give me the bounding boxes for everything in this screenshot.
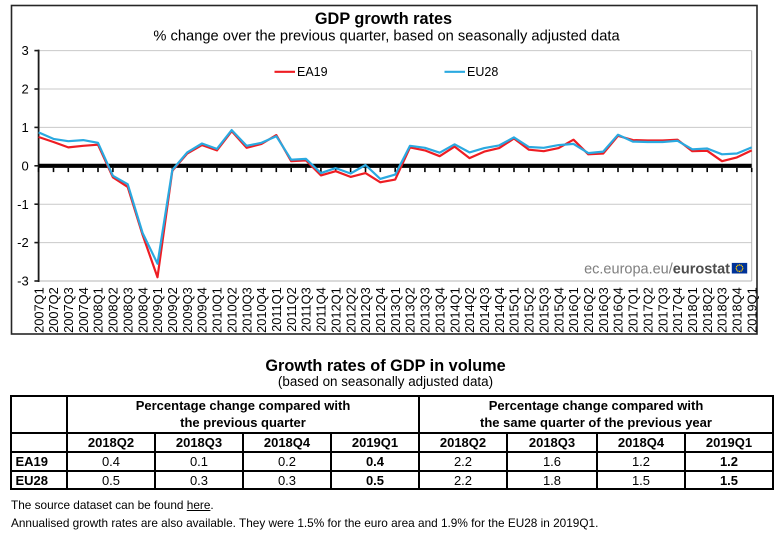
svg-text:2016Q2: 2016Q2	[581, 287, 596, 333]
svg-text:2018Q3: 2018Q3	[715, 287, 730, 333]
svg-text:2011Q4: 2011Q4	[314, 287, 329, 332]
svg-text:2010Q4: 2010Q4	[254, 287, 269, 333]
svg-text:EU28: EU28	[467, 65, 498, 79]
svg-text:2010Q3: 2010Q3	[239, 287, 254, 333]
svg-text:2007Q4: 2007Q4	[76, 287, 91, 333]
svg-text:2012Q4: 2012Q4	[373, 287, 388, 333]
svg-text:2017Q1: 2017Q1	[626, 287, 641, 333]
svg-text:ec.europa.eu/eurostat: ec.europa.eu/eurostat	[584, 262, 730, 278]
svg-text:2009Q1: 2009Q1	[150, 287, 165, 333]
svg-text:2013Q2: 2013Q2	[403, 287, 418, 333]
svg-text:1: 1	[21, 120, 28, 135]
svg-text:2018Q2: 2018Q2	[700, 287, 715, 333]
svg-text:2008Q4: 2008Q4	[135, 287, 150, 333]
svg-text:2019Q1: 2019Q1	[744, 287, 759, 333]
svg-text:GDP growth rates: GDP growth rates	[315, 10, 452, 28]
svg-text:2015Q3: 2015Q3	[536, 287, 551, 333]
svg-text:2014Q2: 2014Q2	[462, 287, 477, 333]
svg-text:2008Q2: 2008Q2	[106, 287, 121, 333]
svg-text:-3: -3	[17, 274, 29, 289]
svg-text:2: 2	[21, 82, 28, 97]
svg-text:2007Q3: 2007Q3	[61, 287, 76, 333]
svg-text:2011Q1: 2011Q1	[269, 287, 284, 332]
svg-text:2016Q3: 2016Q3	[596, 287, 611, 333]
svg-text:2018Q1: 2018Q1	[685, 287, 700, 333]
svg-text:-1: -1	[17, 197, 29, 212]
svg-text:2017Q2: 2017Q2	[640, 287, 655, 333]
svg-text:0: 0	[21, 158, 28, 173]
svg-text:-2: -2	[17, 235, 29, 250]
svg-text:3: 3	[21, 43, 28, 58]
svg-text:2007Q1: 2007Q1	[31, 287, 46, 333]
svg-text:2011Q3: 2011Q3	[299, 287, 314, 332]
svg-text:2007Q2: 2007Q2	[46, 287, 61, 333]
svg-text:2014Q3: 2014Q3	[477, 287, 492, 333]
svg-text:2012Q2: 2012Q2	[343, 287, 358, 333]
svg-text:2011Q2: 2011Q2	[284, 287, 299, 332]
svg-text:2014Q4: 2014Q4	[492, 287, 507, 333]
svg-text:2009Q2: 2009Q2	[165, 287, 180, 333]
svg-text:% change over the previous qua: % change over the previous quarter, base…	[153, 28, 620, 44]
svg-text:2018Q4: 2018Q4	[730, 287, 745, 333]
svg-text:2015Q4: 2015Q4	[551, 287, 566, 333]
svg-text:2013Q1: 2013Q1	[388, 287, 403, 333]
svg-text:2017Q4: 2017Q4	[670, 287, 685, 333]
svg-text:2012Q1: 2012Q1	[328, 287, 343, 333]
svg-text:2016Q1: 2016Q1	[566, 287, 581, 333]
svg-text:2013Q3: 2013Q3	[418, 287, 433, 333]
svg-text:2012Q3: 2012Q3	[358, 287, 373, 333]
svg-text:2014Q1: 2014Q1	[447, 287, 462, 333]
svg-text:2015Q2: 2015Q2	[522, 287, 537, 333]
svg-text:2010Q2: 2010Q2	[224, 287, 239, 333]
svg-text:2009Q3: 2009Q3	[180, 287, 195, 333]
svg-text:2017Q3: 2017Q3	[655, 287, 670, 333]
svg-text:EA19: EA19	[297, 65, 328, 79]
svg-text:2013Q4: 2013Q4	[432, 287, 447, 333]
svg-text:2016Q4: 2016Q4	[611, 287, 626, 333]
svg-text:2010Q1: 2010Q1	[210, 287, 225, 333]
svg-text:2008Q3: 2008Q3	[120, 287, 135, 333]
svg-text:2009Q4: 2009Q4	[195, 287, 210, 333]
svg-text:2015Q1: 2015Q1	[507, 287, 522, 333]
svg-text:2008Q1: 2008Q1	[91, 287, 106, 333]
